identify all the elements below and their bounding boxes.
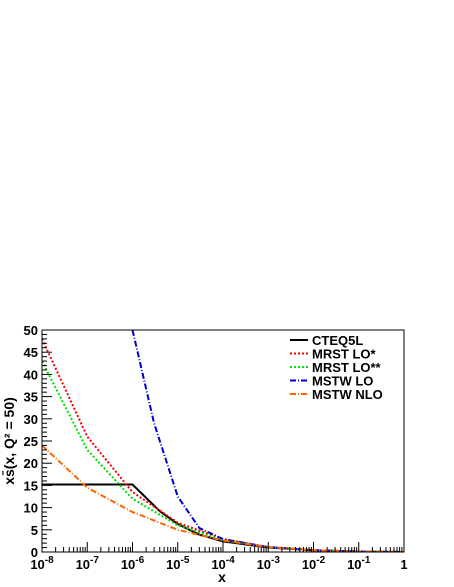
y-axis-title: xs̄(x, Q² = 50) <box>0 397 17 485</box>
legend-label-1: MRST LO* <box>312 347 376 362</box>
y-tick-label: 50 <box>24 323 38 338</box>
y-tick-label: 0 <box>31 545 38 560</box>
legend-label-3: MSTW LO <box>312 374 373 389</box>
series-line-3 <box>131 330 404 552</box>
y-tick-label: 20 <box>24 456 38 471</box>
x-tick-label: 10-6 <box>121 555 145 572</box>
legend-label-0: CTEQ5L <box>312 333 363 348</box>
y-tick-label: 30 <box>24 412 38 427</box>
y-tick-label: 25 <box>24 434 38 449</box>
x-tick-label: 1 <box>400 557 407 572</box>
x-tick-label: 10-2 <box>302 555 326 572</box>
series-line-2 <box>42 360 404 552</box>
x-tick-label: 10-7 <box>76 555 100 572</box>
y-tick-label: 35 <box>24 390 38 405</box>
legend-label-2: MRST LO** <box>312 360 382 375</box>
x-tick-label: 10-3 <box>257 555 281 572</box>
y-tick-label: 40 <box>24 367 38 382</box>
series-line-0 <box>42 483 404 552</box>
y-tick-label: 45 <box>24 345 38 360</box>
y-tick-label: 10 <box>24 501 38 516</box>
y-tick-label: 5 <box>31 523 38 538</box>
x-tick-label: 10-8 <box>30 555 54 572</box>
x-tick-label: 10-1 <box>347 555 371 572</box>
x-axis-title: x <box>218 569 226 585</box>
series-line-4 <box>42 444 404 552</box>
x-tick-label: 10-5 <box>166 555 190 572</box>
legend-label-4: MSTW NLO <box>312 387 383 402</box>
x-tick-label: 10-4 <box>211 555 235 572</box>
y-tick-label: 15 <box>24 478 38 493</box>
